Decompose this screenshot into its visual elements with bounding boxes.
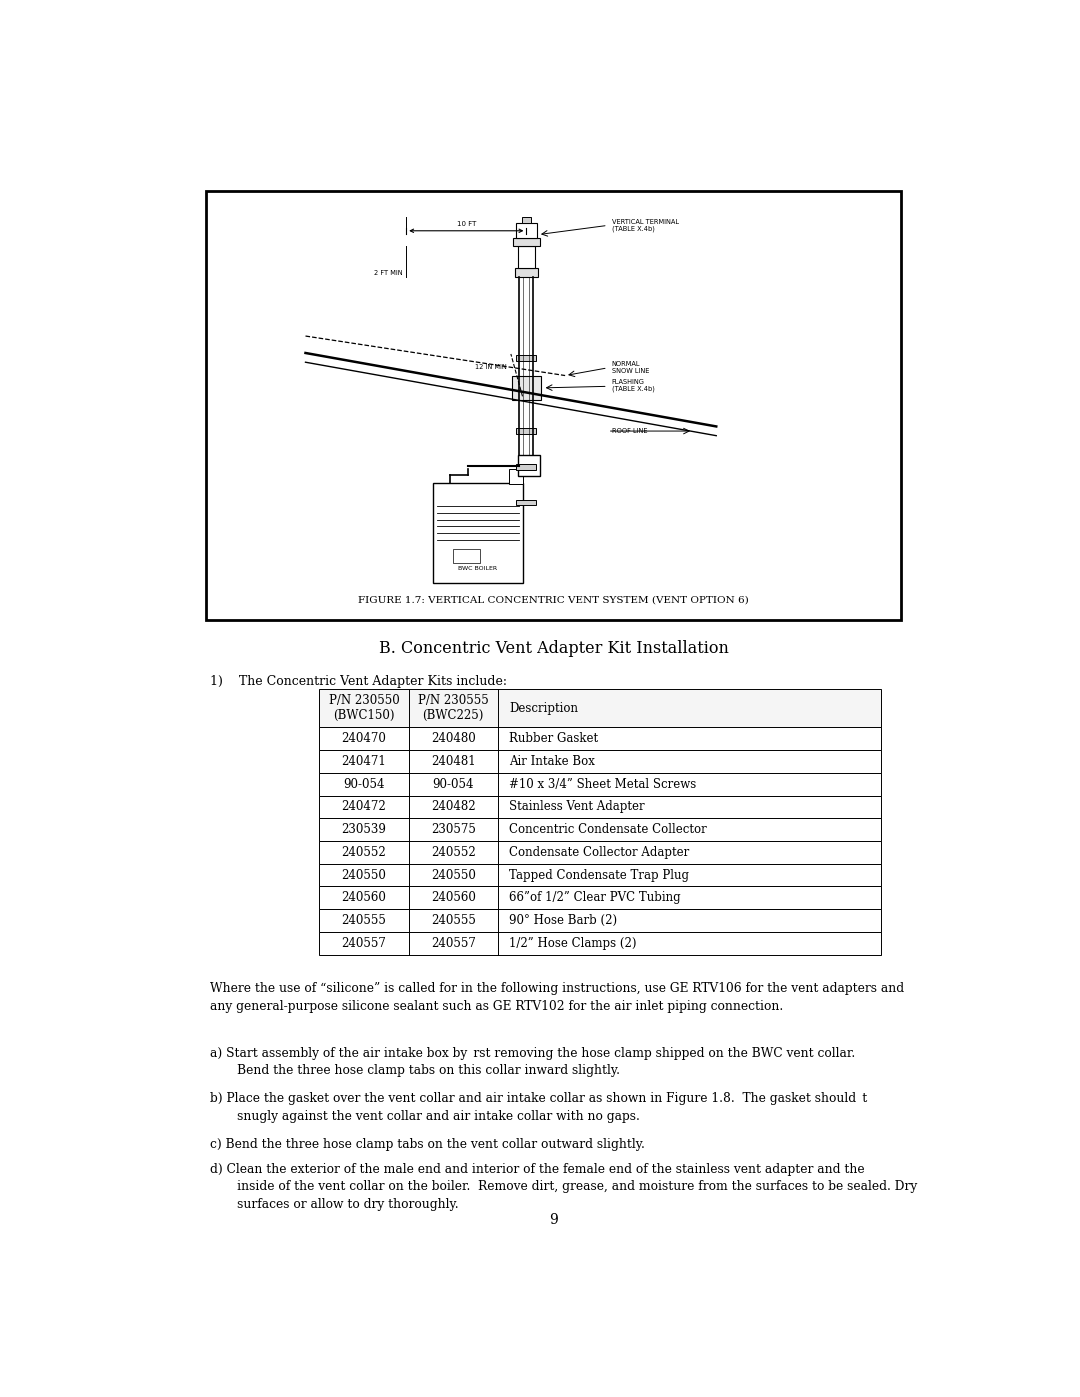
Text: Air Intake Box: Air Intake Box	[510, 754, 595, 768]
Text: 240557: 240557	[341, 937, 387, 950]
Text: P/N 230555
(BWC225): P/N 230555 (BWC225)	[418, 694, 488, 722]
FancyBboxPatch shape	[320, 728, 880, 750]
Text: 240555: 240555	[341, 914, 387, 928]
Text: P/N 230550
(BWC150): P/N 230550 (BWC150)	[328, 694, 400, 722]
FancyBboxPatch shape	[320, 689, 880, 728]
Text: 12 IN MIN: 12 IN MIN	[475, 365, 507, 370]
Text: 240550: 240550	[431, 869, 475, 882]
Text: 90-054: 90-054	[343, 778, 384, 791]
Text: NORMAL
SNOW LINE: NORMAL SNOW LINE	[611, 362, 649, 374]
Text: d) Clean the exterior of the male end and interior of the female end of the stai: d) Clean the exterior of the male end an…	[211, 1162, 917, 1211]
Text: Tapped Condensate Trap Plug: Tapped Condensate Trap Plug	[510, 869, 689, 882]
Text: Concentric Condensate Collector: Concentric Condensate Collector	[510, 823, 707, 837]
Text: 240552: 240552	[431, 845, 475, 859]
FancyBboxPatch shape	[509, 469, 523, 485]
Text: 240560: 240560	[431, 891, 475, 904]
FancyBboxPatch shape	[433, 482, 523, 583]
Text: 2 FT MIN: 2 FT MIN	[374, 270, 403, 277]
Text: Where the use of “silicone” is called for in the following instructions, use GE : Where the use of “silicone” is called fo…	[211, 982, 904, 1013]
FancyBboxPatch shape	[515, 268, 538, 277]
FancyBboxPatch shape	[320, 750, 880, 773]
Text: c) Bend the three hose clamp tabs on the vent collar outward slightly.: c) Bend the three hose clamp tabs on the…	[211, 1137, 645, 1151]
FancyBboxPatch shape	[516, 355, 537, 360]
FancyBboxPatch shape	[320, 773, 880, 795]
FancyBboxPatch shape	[513, 239, 540, 246]
FancyBboxPatch shape	[516, 390, 537, 395]
FancyBboxPatch shape	[206, 191, 901, 620]
Text: 240481: 240481	[431, 754, 475, 768]
Text: 240550: 240550	[341, 869, 387, 882]
Text: 90° Hose Barb (2): 90° Hose Barb (2)	[510, 914, 618, 928]
Text: Description: Description	[510, 701, 578, 715]
Text: 240470: 240470	[341, 732, 387, 745]
Text: 240557: 240557	[431, 937, 475, 950]
FancyBboxPatch shape	[320, 795, 880, 819]
Text: 240480: 240480	[431, 732, 475, 745]
FancyBboxPatch shape	[512, 376, 541, 400]
FancyBboxPatch shape	[516, 464, 537, 469]
FancyBboxPatch shape	[320, 841, 880, 863]
Text: 240482: 240482	[431, 800, 475, 813]
Text: 240471: 240471	[341, 754, 387, 768]
Text: Condensate Collector Adapter: Condensate Collector Adapter	[510, 845, 689, 859]
FancyBboxPatch shape	[517, 246, 535, 268]
Text: 240560: 240560	[341, 891, 387, 904]
FancyBboxPatch shape	[320, 909, 880, 932]
FancyBboxPatch shape	[453, 549, 480, 563]
Text: B. Concentric Vent Adapter Kit Installation: B. Concentric Vent Adapter Kit Installat…	[379, 640, 728, 658]
Text: #10 x 3/4” Sheet Metal Screws: #10 x 3/4” Sheet Metal Screws	[510, 778, 697, 791]
Text: 230575: 230575	[431, 823, 475, 837]
Text: 90-054: 90-054	[432, 778, 474, 791]
FancyBboxPatch shape	[320, 819, 880, 841]
Text: Stainless Vent Adapter: Stainless Vent Adapter	[510, 800, 645, 813]
FancyBboxPatch shape	[522, 217, 531, 224]
Text: 10 FT: 10 FT	[457, 221, 476, 226]
FancyBboxPatch shape	[516, 429, 537, 433]
Text: 1)    The Concentric Vent Adapter Kits include:: 1) The Concentric Vent Adapter Kits incl…	[211, 675, 508, 689]
Text: 230539: 230539	[341, 823, 387, 837]
FancyBboxPatch shape	[320, 863, 880, 887]
Text: FIGURE 1.7: VERTICAL CONCENTRIC VENT SYSTEM (VENT OPTION 6): FIGURE 1.7: VERTICAL CONCENTRIC VENT SYS…	[359, 597, 748, 605]
Text: 240552: 240552	[341, 845, 387, 859]
Text: 66”of 1/2” Clear PVC Tubing: 66”of 1/2” Clear PVC Tubing	[510, 891, 681, 904]
Text: 240555: 240555	[431, 914, 475, 928]
FancyBboxPatch shape	[320, 932, 880, 954]
Text: FLASHING
(TABLE X.4b): FLASHING (TABLE X.4b)	[611, 379, 654, 393]
Text: BWC BOILER: BWC BOILER	[458, 566, 498, 571]
Text: Rubber Gasket: Rubber Gasket	[510, 732, 598, 745]
Text: 9: 9	[549, 1213, 558, 1227]
Text: VERTICAL TERMINAL
(TABLE X.4b): VERTICAL TERMINAL (TABLE X.4b)	[611, 219, 678, 232]
Text: a) Start assembly of the air intake box by rst removing the hose clamp shipped o: a) Start assembly of the air intake box …	[211, 1046, 855, 1077]
Text: 240472: 240472	[341, 800, 387, 813]
FancyBboxPatch shape	[516, 500, 537, 506]
FancyBboxPatch shape	[515, 224, 537, 239]
Text: ROOF LINE: ROOF LINE	[611, 427, 647, 434]
FancyBboxPatch shape	[320, 887, 880, 909]
Text: 1/2” Hose Clamps (2): 1/2” Hose Clamps (2)	[510, 937, 637, 950]
FancyBboxPatch shape	[517, 455, 540, 476]
Text: b) Place the gasket over the vent collar and air intake collar as shown in Figur: b) Place the gasket over the vent collar…	[211, 1092, 867, 1123]
